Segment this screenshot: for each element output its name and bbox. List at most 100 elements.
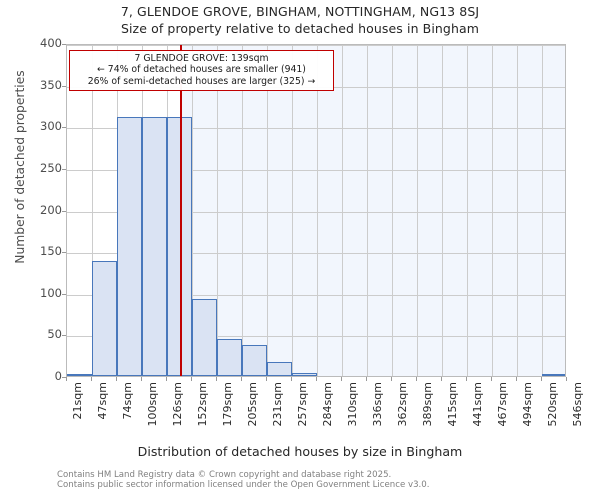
- x-axis-tick-label: 100sqm: [146, 382, 159, 427]
- y-axis-tick-mark: [62, 85, 66, 87]
- page-title: 7, GLENDOE GROVE, BINGHAM, NOTTINGHAM, N…: [120, 4, 480, 19]
- x-axis-tick-mark: [241, 377, 242, 381]
- x-axis-tick-label: 520sqm: [546, 382, 559, 427]
- x-axis-tick-mark: [341, 377, 342, 381]
- histogram-bar: [542, 374, 565, 376]
- annotation-line-3: 26% of semi-detached houses are larger (…: [87, 75, 316, 87]
- histogram-bar: [192, 298, 217, 376]
- gridline-vertical: [192, 45, 193, 376]
- gridline-vertical: [392, 45, 393, 376]
- x-axis-tick-mark: [291, 377, 292, 381]
- y-axis-tick-label: 350: [40, 77, 62, 92]
- x-axis-tick-mark: [441, 377, 442, 381]
- x-axis-tick-label: 467sqm: [496, 382, 509, 427]
- x-axis-tick-mark: [366, 377, 367, 381]
- gridline-vertical: [442, 45, 443, 376]
- footer-attribution: Contains HM Land Registry data © Crown c…: [57, 470, 597, 491]
- shaded-larger-region: [179, 45, 565, 376]
- gridline-vertical: [367, 45, 368, 376]
- x-axis-tick-label: 310sqm: [346, 382, 359, 427]
- gridline-horizontal: [67, 169, 565, 171]
- x-axis-tick-label: 284sqm: [321, 382, 334, 427]
- gridline-horizontal: [67, 253, 565, 255]
- gridline-horizontal: [67, 45, 565, 46]
- y-axis-label: Number of detached properties: [13, 70, 27, 264]
- x-axis-tick-label: 546sqm: [571, 382, 584, 427]
- x-axis-tick-mark: [191, 377, 192, 381]
- x-axis-tick-label: 179sqm: [221, 382, 234, 427]
- y-axis-tick-label: 250: [40, 160, 62, 175]
- y-axis-tick-label: 100: [40, 285, 62, 300]
- y-axis-tick-label: 50: [47, 327, 62, 342]
- annotation-line-1: 7 GLENDOE GROVE: 139sqm: [134, 53, 269, 64]
- x-axis-tick-label: 126sqm: [171, 382, 184, 427]
- x-axis-tick-mark: [116, 377, 117, 381]
- y-axis-tick-label: 300: [40, 119, 62, 134]
- gridline-horizontal: [67, 128, 565, 130]
- x-axis-tick-mark: [416, 377, 417, 381]
- histogram-bar: [117, 117, 142, 376]
- histogram-bar: [67, 374, 92, 376]
- x-axis-tick-label: 205sqm: [246, 382, 259, 427]
- y-axis-tick-mark: [62, 377, 66, 378]
- x-axis-tick-mark: [216, 377, 217, 381]
- y-axis-tick-mark: [62, 252, 66, 254]
- property-size-marker-line: [179, 45, 182, 376]
- x-axis-tick-mark: [91, 377, 92, 381]
- gridline-vertical: [342, 45, 343, 376]
- annotation-box: 7 GLENDOE GROVE: 139sqm ← 74% of detache…: [69, 50, 334, 91]
- gridline-vertical: [517, 45, 518, 376]
- histogram-bar: [92, 261, 117, 376]
- x-axis-tick-mark: [66, 377, 67, 381]
- x-axis-tick-label: 74sqm: [121, 382, 134, 420]
- x-axis-tick-mark: [316, 377, 317, 381]
- gridline-vertical: [92, 45, 93, 376]
- x-axis-tick-mark: [566, 377, 567, 381]
- histogram-bar: [217, 339, 242, 376]
- y-axis-tick-mark: [62, 168, 66, 170]
- y-axis: 0 50 100 150 200 250 300 350 400: [0, 0, 66, 500]
- x-axis-tick-label: 494sqm: [521, 382, 534, 427]
- gridline-vertical: [217, 45, 218, 376]
- x-axis-label: Distribution of detached houses by size …: [137, 444, 463, 459]
- x-axis-tick-label: 231sqm: [271, 382, 284, 427]
- gridline-vertical: [242, 45, 243, 376]
- gridline-horizontal: [67, 211, 565, 213]
- x-axis-tick-label: 362sqm: [396, 382, 409, 427]
- x-axis-tick-label: 441sqm: [471, 382, 484, 427]
- footer-line-2: Contains public sector information licen…: [57, 480, 430, 491]
- histogram-bar: [242, 345, 267, 376]
- footer-line-1: Contains HM Land Registry data © Crown c…: [57, 470, 392, 480]
- x-axis-tick-mark: [516, 377, 517, 381]
- gridline-vertical: [542, 45, 543, 376]
- gridline-vertical: [467, 45, 468, 376]
- x-axis-tick-label: 389sqm: [421, 382, 434, 427]
- x-axis-tick-label: 415sqm: [446, 382, 459, 427]
- y-axis-tick-mark: [62, 210, 66, 212]
- y-axis-tick-label: 200: [40, 202, 62, 217]
- chart-subtitle: Size of property relative to detached ho…: [120, 21, 480, 36]
- y-axis-tick-mark: [62, 293, 66, 295]
- x-axis-tick-mark: [141, 377, 142, 381]
- x-axis-tick-label: 336sqm: [371, 382, 384, 427]
- gridline-vertical: [417, 45, 418, 376]
- x-axis-tick-label: 21sqm: [71, 382, 84, 420]
- y-axis-tick-label: 400: [40, 36, 62, 50]
- x-axis-tick-mark: [166, 377, 167, 381]
- y-axis-tick-label: 0: [54, 369, 62, 383]
- gridline-vertical: [292, 45, 293, 376]
- gridline-vertical: [492, 45, 493, 376]
- y-axis-tick-mark: [62, 127, 66, 129]
- y-axis-tick-label: 150: [40, 244, 62, 259]
- y-axis-tick-mark: [62, 335, 66, 337]
- x-axis-tick-label: 47sqm: [96, 382, 109, 420]
- histogram-bar: [142, 117, 167, 376]
- gridline-horizontal: [67, 336, 565, 338]
- histogram-bar: [267, 361, 292, 376]
- gridline-horizontal: [67, 294, 565, 296]
- x-axis-tick-label: 152sqm: [196, 382, 209, 427]
- x-axis-tick-label: 257sqm: [296, 382, 309, 427]
- x-axis-tick-mark: [266, 377, 267, 381]
- x-axis-tick-mark: [541, 377, 542, 381]
